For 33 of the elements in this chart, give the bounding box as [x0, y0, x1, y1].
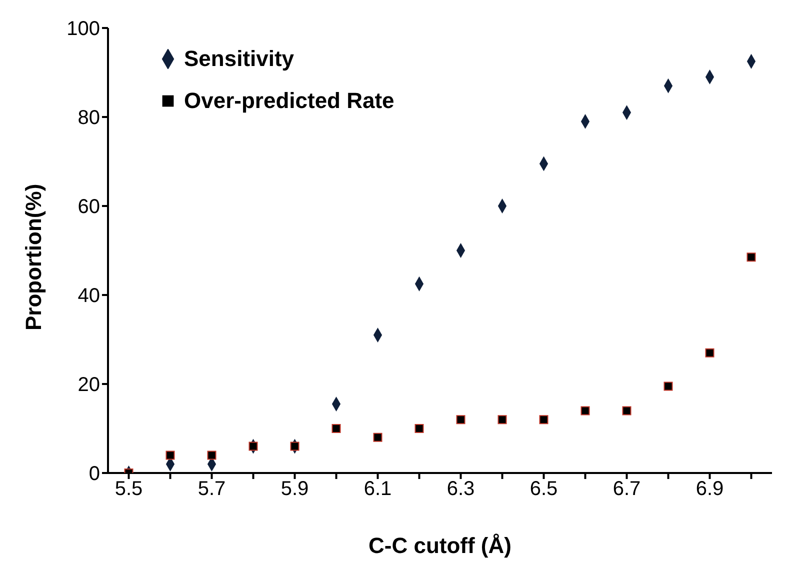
x-tick-label: 6.5: [530, 478, 558, 500]
point: [705, 348, 714, 358]
y-tick-label: 40: [78, 285, 100, 308]
point: [664, 382, 673, 391]
point: [498, 415, 507, 424]
point: [166, 450, 175, 460]
y-tick-label: 0: [88, 463, 100, 486]
x-tick-label: 6.3: [446, 478, 475, 500]
x-tick-label: 5.5: [114, 478, 143, 500]
x-axis-title: C-C cutoff (Å): [368, 533, 512, 558]
point: [248, 442, 258, 451]
point: [456, 415, 466, 424]
point: [373, 432, 382, 442]
point: [622, 406, 632, 416]
x-tick-label: 5.7: [198, 478, 226, 500]
y-tick-label: 20: [78, 374, 100, 396]
point: [332, 424, 341, 433]
point: [539, 415, 548, 424]
y-tick-label: 80: [78, 107, 100, 130]
point: [580, 406, 590, 416]
x-tick-label: 5.9: [280, 478, 309, 500]
y-tick-label: 100: [66, 18, 100, 40]
point: [290, 442, 300, 451]
point: [207, 450, 216, 460]
y-tick-label: 60: [78, 196, 100, 218]
x-tick-label: 6.9: [696, 478, 724, 500]
x-tick-label: 6.1: [364, 478, 392, 500]
legend-label: Sensitivity: [184, 46, 294, 72]
point: [414, 424, 424, 433]
y-axis-title: Proportion(%): [20, 184, 46, 330]
legend-label: Over-predicted Rate: [184, 88, 394, 114]
x-tick-label: 6.7: [612, 478, 641, 500]
point: [746, 252, 756, 262]
